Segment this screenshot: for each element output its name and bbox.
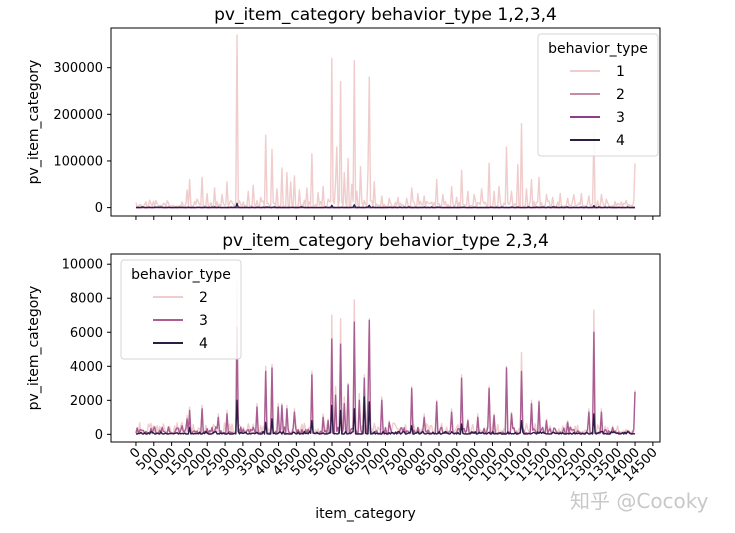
y-tick-label: 10000 (62, 258, 103, 273)
watermark: 知乎 @Cocoky (570, 489, 709, 513)
y-tick-label: 300000 (53, 61, 103, 76)
y-axis-label: pv_item_category (26, 60, 42, 185)
chart-panel-1: pv_item_category behavior_type 1,2,3,4 0 1… (26, 5, 661, 220)
chart-title: pv_item_category behavior_type 1,2,3,4 (214, 5, 557, 25)
y-tick-label: 6000 (70, 326, 103, 341)
legend-label-4: 4 (199, 336, 208, 352)
y-tick-label: 200000 (53, 108, 103, 123)
legend-title: behavior_type (131, 267, 231, 283)
x-axis-label: item_category (315, 506, 416, 522)
y-tick-label: 8000 (70, 292, 103, 307)
series-line-4 (135, 202, 635, 209)
legend-label-3: 3 (199, 313, 208, 329)
legend-label-2: 2 (616, 87, 625, 103)
chart-panel-2: pv_item_category behavior_type 2,3,4 0 200… (26, 231, 661, 522)
legend-label-3: 3 (616, 110, 625, 126)
y-tick-label: 4000 (70, 360, 103, 375)
legend-box (120, 259, 242, 360)
y-tick-label: 0 (95, 428, 103, 443)
legend: behavior_type 1 2 3 4 (537, 33, 659, 157)
legend-label-1: 1 (616, 64, 625, 80)
chart-title: pv_item_category behavior_type 2,3,4 (222, 231, 549, 251)
y-axis-label: pv_item_category (26, 286, 42, 411)
y-tick-label: 100000 (53, 154, 103, 169)
y-tick-label: 0 (95, 201, 103, 216)
legend-title: behavior_type (548, 41, 648, 57)
y-tick-label: 2000 (70, 394, 103, 409)
legend: behavior_type 2 3 4 (120, 259, 242, 360)
legend-label-2: 2 (199, 290, 208, 306)
legend-label-4: 4 (616, 133, 625, 149)
series-line-4 (135, 396, 636, 435)
